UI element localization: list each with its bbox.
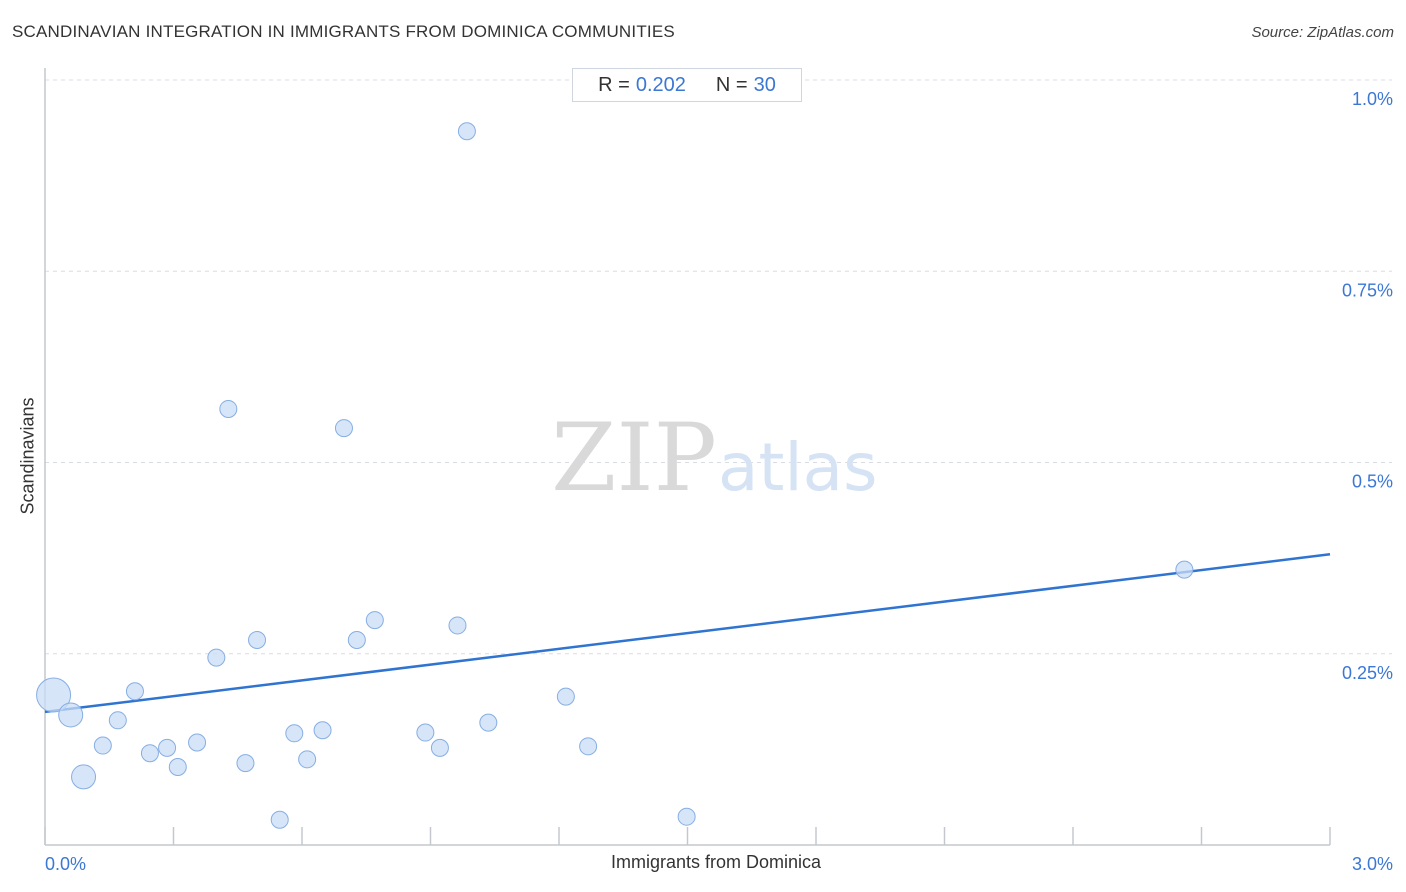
- tick-labels-layer: 0.25% 0.5% 0.75% 1.0% 0.0% 3.0%: [45, 89, 1393, 874]
- data-point: [1175, 560, 1194, 579]
- data-point: [188, 733, 207, 752]
- data-point: [248, 630, 267, 649]
- data-point: [58, 702, 84, 728]
- x-axis-label: Immigrants from Dominica: [610, 852, 822, 872]
- data-point: [36, 677, 72, 713]
- x-tick-label: 3.0%: [1352, 854, 1393, 874]
- data-point: [93, 736, 112, 755]
- data-point: [108, 711, 127, 730]
- data-point: [365, 611, 384, 630]
- data-point: [430, 738, 449, 757]
- data-point: [448, 616, 467, 635]
- data-point: [457, 122, 476, 141]
- trendline: [44, 553, 1331, 714]
- chart-title: SCANDINAVIAN INTEGRATION IN IMMIGRANTS F…: [12, 22, 675, 41]
- points-layer: [36, 122, 1194, 829]
- data-point: [71, 764, 97, 790]
- watermark: ZIP atlas: [551, 404, 877, 513]
- data-point: [125, 682, 144, 701]
- watermark-atlas: atlas: [718, 429, 878, 506]
- n-label: N =: [715, 73, 748, 96]
- data-point: [285, 724, 304, 743]
- data-point: [168, 757, 187, 776]
- y-axis-label: Scandinavians: [17, 397, 38, 515]
- data-point: [313, 721, 332, 740]
- data-point: [677, 807, 696, 826]
- y-tick-label: 0.75%: [1342, 280, 1393, 300]
- data-point: [219, 399, 238, 418]
- y-tick-label: 0.5%: [1352, 472, 1393, 492]
- data-point: [579, 737, 598, 756]
- data-point: [270, 810, 289, 829]
- n-value: 30: [753, 73, 776, 96]
- data-point: [140, 744, 159, 763]
- stats-box: R = 0.202 N = 30: [572, 68, 802, 102]
- data-point: [556, 687, 575, 706]
- data-point: [416, 723, 435, 742]
- watermark-zip: ZIP: [551, 404, 717, 513]
- data-point: [479, 713, 498, 732]
- data-point: [334, 419, 353, 438]
- axis-layer: [44, 68, 1331, 846]
- r-label: R =: [598, 73, 630, 96]
- data-point: [158, 738, 177, 757]
- grid-layer: [45, 79, 1392, 655]
- y-tick-label: 0.25%: [1342, 663, 1393, 683]
- source-label: Source: ZipAtlas.com: [1251, 24, 1394, 41]
- data-point: [236, 754, 255, 773]
- r-value: 0.202: [635, 73, 686, 96]
- trendline-layer: [44, 553, 1331, 714]
- x-tick-label: 0.0%: [45, 854, 86, 874]
- data-point: [207, 648, 226, 667]
- data-point: [298, 750, 317, 769]
- y-tick-label: 1.0%: [1352, 89, 1393, 109]
- data-point: [347, 630, 366, 649]
